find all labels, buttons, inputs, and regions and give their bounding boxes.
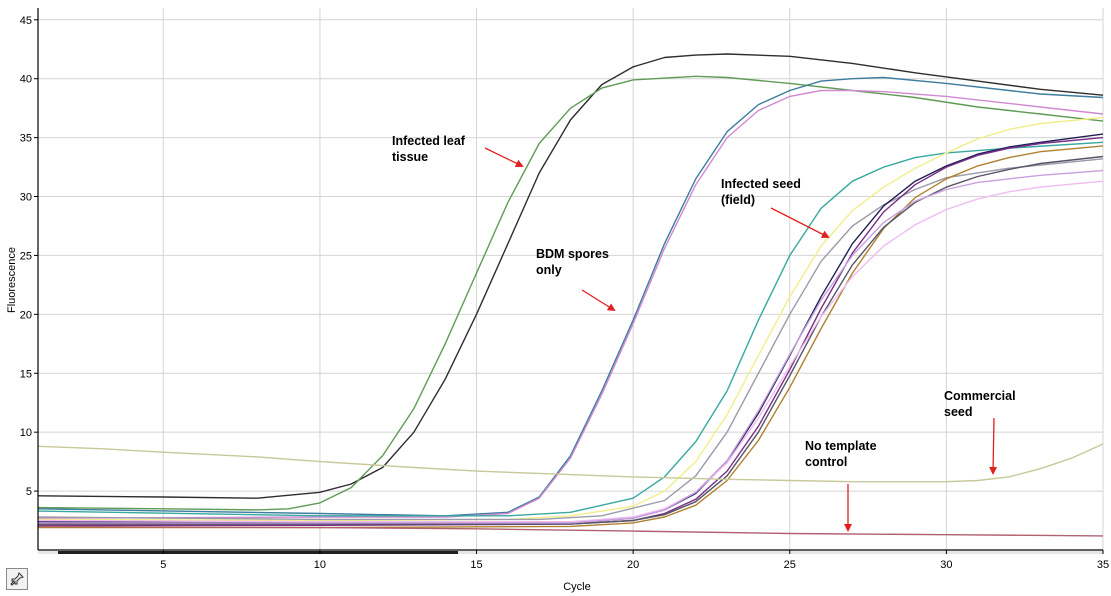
annotation-arrow	[581, 289, 616, 312]
series-line-9	[38, 136, 1104, 526]
grid-lines	[38, 8, 1104, 550]
series-line-7	[37, 158, 1104, 521]
x-tick-label: 10	[314, 559, 326, 571]
annotation-label: seed	[944, 405, 973, 419]
y-tick-label: 10	[20, 427, 32, 439]
x-tick-label: 15	[470, 559, 482, 571]
x-axis-label: Cycle	[563, 581, 591, 593]
series-line-15	[37, 525, 1104, 537]
y-tick-label: 30	[20, 192, 32, 204]
annotation-label: No template	[805, 439, 877, 453]
series-line-12	[37, 180, 1104, 523]
y-axis-label: Fluorescence	[6, 247, 18, 313]
y-tick-label: 15	[20, 368, 32, 380]
x-tick-label: 5	[160, 559, 166, 571]
tick-labels: 5 10 15 20 25 30 35 5 10 15 20 25 30 35 40 45	[20, 15, 1109, 571]
series-line-11	[38, 155, 1104, 525]
y-tick-label: 20	[20, 309, 32, 321]
series-line-13	[38, 169, 1104, 524]
annotation-arrow	[484, 147, 524, 167]
annotation-label: only	[536, 263, 562, 277]
annotation-label: (field)	[721, 193, 755, 207]
x-axis-scrollbar-thumb	[58, 551, 458, 554]
x-tick-label: 35	[1097, 559, 1109, 571]
y-tick-label: 25	[20, 250, 32, 262]
annotation-arrow	[989, 417, 998, 475]
x-axis-scrollbar-track	[38, 551, 1103, 554]
x-tick-label: 25	[784, 559, 796, 571]
annotation-label: BDM spores	[536, 247, 609, 261]
annotation-label: tissue	[392, 150, 428, 164]
y-tick-label: 35	[20, 133, 32, 145]
y-tick-label: 40	[20, 74, 32, 86]
y-tick-label: 45	[20, 15, 32, 27]
series-line-14	[37, 443, 1104, 483]
series-line-10	[38, 145, 1104, 529]
annotation-label: Infected leaf	[392, 134, 466, 148]
series-line-8	[37, 133, 1104, 524]
pin-tool-icon	[10, 572, 24, 586]
series-line-5	[37, 141, 1104, 517]
annotation-label: Infected seed	[721, 177, 801, 191]
annotations: Infected leaf tissue BDM spores only Infecte…	[392, 134, 1016, 532]
series-lines	[37, 53, 1104, 537]
series-line-1	[37, 53, 1104, 499]
x-tick-label: 20	[627, 559, 639, 571]
x-tick-label: 30	[940, 559, 952, 571]
annotation-label: Commercial	[944, 389, 1016, 403]
pin-tool-button[interactable]	[6, 568, 28, 590]
series-line-4	[37, 89, 1104, 519]
y-tick-label: 5	[26, 486, 32, 498]
series-line-6	[37, 116, 1104, 522]
plot-frame	[37, 8, 1103, 554]
annotation-arrow	[770, 207, 830, 238]
series-line-3	[37, 76, 1104, 517]
annotation-label: control	[805, 455, 847, 469]
series-line-2	[37, 75, 1104, 511]
